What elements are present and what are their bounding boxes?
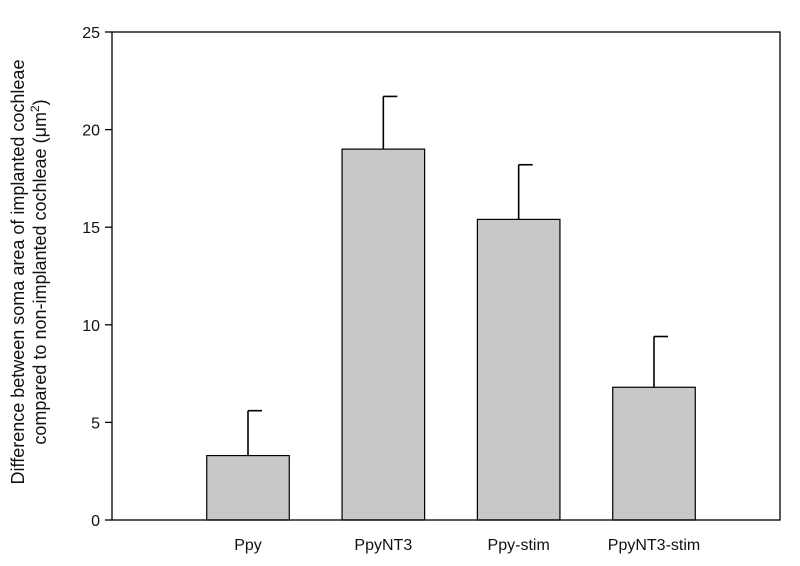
y-axis-title-line-2-text: compared to non-implanted cochleae (μm (30, 112, 50, 445)
bar-ppynt3 (341, 148, 426, 521)
y-tick-label: 15 (82, 220, 100, 237)
bar-ppy (206, 454, 290, 521)
x-category-label: Ppy (234, 537, 262, 554)
y-axis-title-line-1: Difference between soma area of implante… (8, 60, 28, 485)
y-tick-label: 0 (91, 513, 100, 530)
y-tick-label: 25 (82, 25, 100, 42)
plot-frame (111, 31, 781, 521)
y-tick-label: 5 (91, 415, 100, 432)
y-axis-title-line-2: compared to non-implanted cochleae (μm2) (28, 99, 50, 444)
y-axis-title-unit-superscript: 2 (28, 105, 42, 112)
x-category-label: Ppy-stim (488, 537, 550, 554)
y-tick-label: 10 (82, 318, 100, 335)
bars-group (206, 148, 696, 521)
bar-ppy-stim (476, 218, 561, 521)
y-tick-label: 20 (82, 123, 100, 140)
y-axis: 0 5 10 15 20 25 (82, 25, 112, 530)
x-category-label: PpyNT3 (354, 537, 412, 554)
x-category-label: PpyNT3-stim (608, 537, 700, 554)
error-bars-group (247, 95, 668, 456)
bar-ppynt3-stim (612, 386, 696, 521)
y-axis-title: Difference between soma area of implante… (8, 60, 50, 485)
y-axis-title-line-2-close: ) (30, 99, 50, 105)
x-axis: Ppy PpyNT3 Ppy-stim PpyNT3-stim (234, 537, 700, 554)
